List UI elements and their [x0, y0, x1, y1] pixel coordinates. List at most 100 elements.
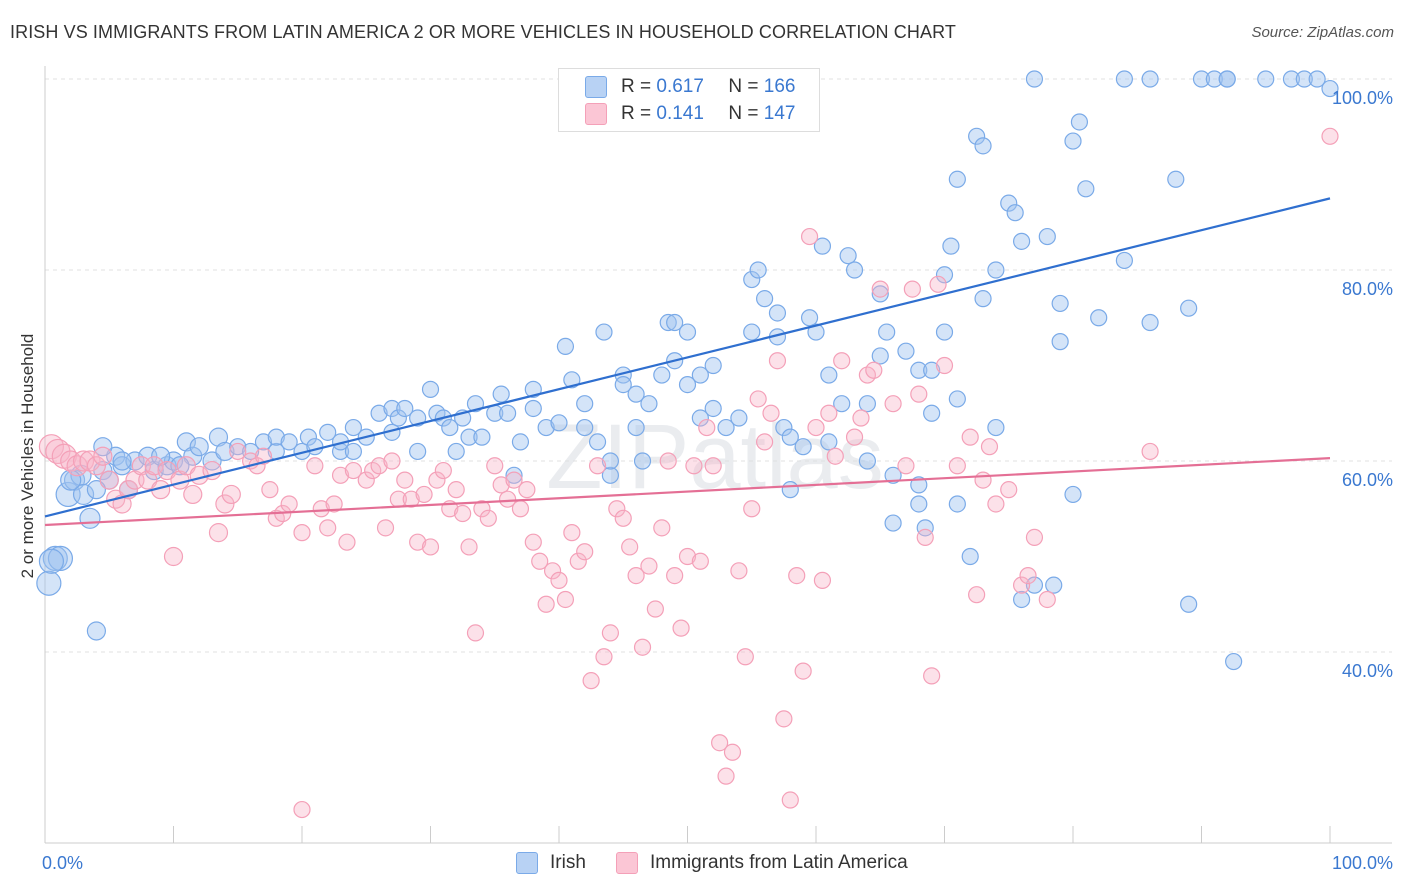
latin-point — [229, 442, 247, 461]
irish-point — [492, 385, 510, 403]
latin-point — [518, 481, 536, 499]
irish-n-value: 166 — [763, 76, 796, 97]
irish-point — [640, 395, 658, 413]
latin-point — [800, 227, 819, 246]
irish-point — [1295, 70, 1313, 88]
irish-point — [704, 399, 722, 418]
irish-point — [1006, 204, 1024, 222]
latin-point — [897, 457, 915, 475]
legend-item-latin[interactable]: Immigrants from Latin America — [616, 852, 908, 874]
irish-point — [948, 495, 966, 513]
latin-point — [344, 461, 362, 480]
latin-point — [93, 446, 113, 466]
latin-point — [935, 356, 954, 375]
irish-point — [987, 418, 1005, 437]
irish-point — [588, 433, 607, 451]
latin-point — [627, 566, 645, 585]
irish-point — [633, 452, 652, 470]
irish-point — [460, 428, 478, 446]
irish-point — [858, 452, 877, 470]
latin-point — [948, 457, 966, 475]
irish-point — [1025, 576, 1044, 594]
latin-point — [852, 409, 870, 427]
latin-point — [280, 495, 298, 513]
irish-point — [666, 313, 684, 332]
legend-item-irish[interactable]: Irish — [516, 852, 586, 874]
latin-point — [871, 280, 889, 298]
irish-point — [813, 237, 832, 255]
latin-point — [208, 523, 229, 543]
latin-point — [768, 352, 787, 370]
x-tick-label: 0.0% — [42, 853, 83, 873]
latin-point — [409, 533, 427, 551]
irish-point — [948, 390, 966, 408]
irish-point — [1141, 70, 1159, 88]
latin-points — [38, 127, 1339, 819]
latin-point — [736, 648, 754, 666]
irish-point — [1257, 70, 1275, 88]
irish-point — [72, 483, 95, 506]
y-tick-label: 80.0% — [1342, 279, 1393, 299]
irish-point — [1012, 232, 1031, 250]
x-tick-label: 100.0% — [1332, 853, 1393, 873]
y-tick-label: 100.0% — [1332, 88, 1393, 108]
irish-point — [1167, 170, 1185, 188]
irish-point — [923, 361, 941, 379]
irish-point — [755, 290, 774, 308]
latin-point — [923, 667, 941, 685]
latin-point — [980, 438, 999, 456]
irish-point — [524, 399, 542, 418]
irish-point — [884, 466, 902, 484]
latin-point — [666, 566, 684, 585]
latin-point — [588, 457, 607, 475]
y-tick-labels: 40.0% 60.0% 80.0% 100.0% — [1332, 88, 1393, 681]
latin-point — [781, 791, 799, 809]
latin-point — [961, 428, 979, 446]
irish-point — [1141, 313, 1159, 332]
irish-point — [935, 266, 954, 284]
irish-point — [344, 418, 362, 437]
latin-point — [524, 533, 542, 551]
chart-title: IRISH VS IMMIGRANTS FROM LATIN AMERICA 2… — [10, 22, 956, 42]
latin-point — [556, 590, 575, 609]
irish-point — [189, 437, 209, 457]
source-label: Source: ZipAtlas.com — [1251, 24, 1394, 41]
y-tick-label: 60.0% — [1342, 470, 1393, 490]
latin-point — [396, 471, 414, 489]
latin-point — [428, 471, 446, 489]
irish-point — [524, 380, 542, 398]
irish-point — [421, 380, 440, 398]
latin-point — [865, 361, 883, 379]
latin-point — [788, 566, 806, 585]
trend-lines — [44, 197, 1331, 527]
y-axis-title-container: 2 or more Vehicles in Household — [18, 0, 38, 892]
latin-point — [640, 557, 658, 575]
irish-point — [845, 261, 864, 279]
irish-point — [659, 313, 677, 332]
irish-point — [409, 442, 427, 461]
irish-point — [678, 376, 697, 394]
latin-point — [646, 600, 664, 618]
irish-point — [86, 480, 107, 500]
latin-point — [563, 524, 581, 542]
latin-point — [987, 495, 1005, 513]
irish-point — [396, 399, 414, 418]
irish-point — [1000, 194, 1018, 212]
latin-point — [974, 471, 992, 489]
latin-point — [99, 470, 119, 490]
series-legend: Irish Immigrants from Latin America — [0, 852, 1406, 876]
irish-point — [775, 418, 793, 437]
latin-point — [704, 457, 722, 475]
latin-point — [813, 571, 832, 589]
irish-point — [948, 170, 966, 188]
irish-point — [563, 371, 581, 389]
latin-point — [730, 562, 748, 580]
latin-point — [183, 484, 203, 505]
irish-point — [176, 432, 196, 452]
axes — [44, 66, 1392, 844]
latin-point — [711, 734, 729, 752]
latin-point — [460, 538, 478, 556]
latin-point — [157, 460, 177, 481]
irish-point — [974, 137, 992, 155]
latin-point — [1000, 481, 1018, 499]
